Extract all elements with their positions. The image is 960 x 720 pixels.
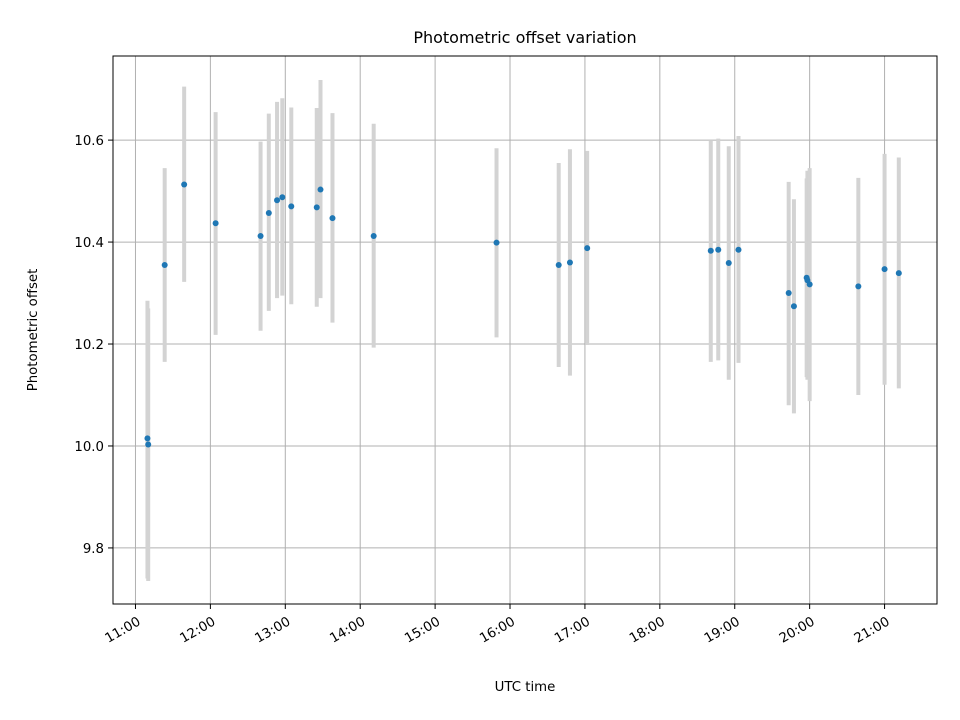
data-point	[725, 259, 732, 266]
data-points	[144, 181, 902, 448]
y-tick-label: 10.0	[74, 440, 104, 455]
data-point	[317, 186, 324, 193]
grid	[113, 56, 937, 604]
y-axis-ticks: 9.8 10.0 10.2 10.4 10.6	[74, 134, 113, 557]
data-point	[145, 441, 152, 448]
data-point	[288, 203, 295, 210]
data-point	[144, 435, 151, 442]
y-tick-label: 10.4	[74, 236, 104, 251]
y-tick-label: 10.6	[74, 134, 104, 149]
data-point	[370, 232, 377, 239]
data-point	[274, 197, 281, 204]
data-point	[329, 215, 336, 222]
data-point	[895, 270, 902, 277]
data-point	[493, 239, 500, 246]
chart-title: Photometric offset variation	[413, 28, 636, 47]
data-point	[855, 283, 862, 290]
data-point	[785, 290, 792, 297]
data-point	[715, 246, 722, 253]
data-point	[566, 259, 573, 266]
data-point	[707, 247, 714, 254]
data-point	[790, 303, 797, 310]
data-point	[555, 262, 562, 269]
y-axis-label: Photometric offset	[26, 269, 41, 392]
data-point	[181, 181, 188, 188]
data-point	[881, 266, 888, 273]
data-point	[212, 220, 219, 227]
x-axis-label: UTC time	[495, 680, 556, 695]
data-point	[735, 246, 742, 253]
y-tick-label: 9.8	[83, 542, 104, 557]
data-point	[265, 210, 272, 217]
data-point	[257, 232, 264, 239]
data-point	[584, 245, 591, 252]
data-point	[806, 281, 813, 288]
data-point	[313, 204, 320, 211]
axes-frame	[112, 55, 938, 605]
data-point	[279, 194, 286, 201]
data-point	[161, 262, 168, 269]
y-tick-label: 10.2	[74, 338, 104, 353]
